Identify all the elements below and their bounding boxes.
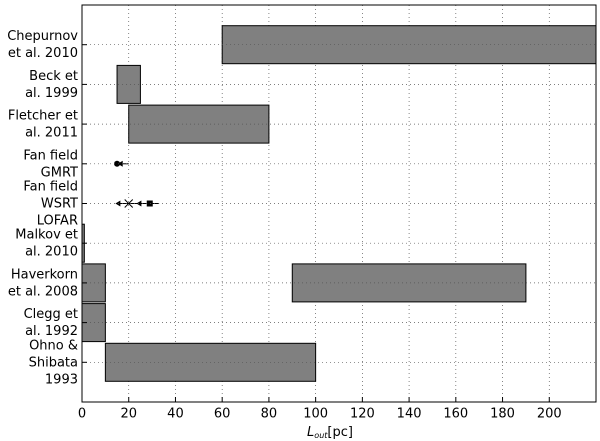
y-tick-label: Clegg et al. 1992	[24, 307, 78, 339]
y-tick-label: Haverkorn et al. 2008	[8, 267, 78, 299]
y-tick-label: Fan field WSRT LOFAR	[23, 179, 78, 228]
range-bar	[221, 25, 596, 65]
y-tick-label: Chepurnov et al. 2010	[7, 29, 78, 61]
x-tick-label: 160	[443, 407, 468, 422]
x-tick-label: 100	[303, 407, 328, 422]
x-tick-label: 200	[537, 407, 562, 422]
x-tick-label: 20	[120, 407, 137, 422]
y-tick-label: Fan field GMRT	[23, 148, 78, 180]
x-tick-label: 0	[78, 407, 86, 422]
y-tick-label: Fletcher et al. 2011	[8, 108, 78, 140]
x-tick-label: 60	[214, 407, 231, 422]
y-tick-label: Malkov et al. 2010	[15, 227, 78, 259]
marker	[117, 160, 123, 167]
range-bar	[82, 263, 106, 303]
y-tick-label: Beck et al. 1999	[25, 68, 78, 100]
x-tick-label: 180	[490, 407, 515, 422]
x-tick-label: 80	[261, 407, 278, 422]
plot-frame	[81, 4, 597, 403]
range-bar	[82, 303, 106, 343]
x-tick-label: 140	[397, 407, 422, 422]
x-axis-label: Lout[pc]	[307, 425, 353, 440]
y-tick-label: Ohno & Shibata 1993	[29, 338, 78, 387]
range-bar	[116, 64, 141, 104]
marker	[114, 160, 121, 167]
x-tick-label: 40	[167, 407, 184, 422]
marker	[124, 199, 134, 208]
x-tick-label: 120	[350, 407, 375, 422]
marker	[146, 200, 153, 207]
marker	[115, 200, 121, 207]
